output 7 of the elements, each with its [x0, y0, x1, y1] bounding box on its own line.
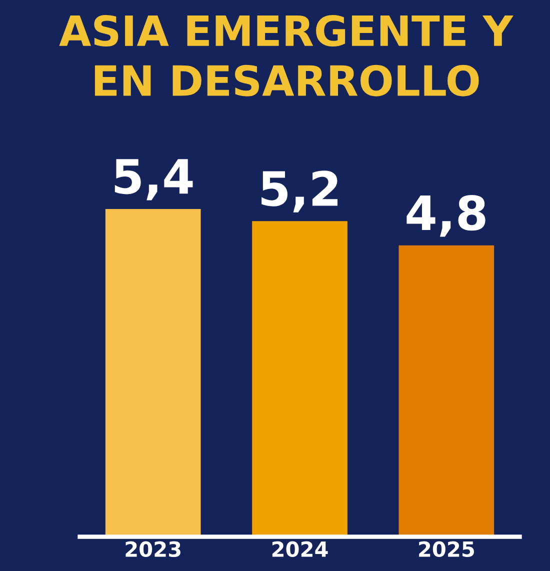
data-label: 4,8 [406, 194, 486, 237]
data-label: 5,4 [114, 159, 193, 200]
chart-title: ASIA EMERGENTE Y EN DESARROLLO [59, 15, 514, 96]
x-tick-label: 2023 [126, 541, 180, 558]
x-tick-label: 2025 [419, 541, 474, 558]
x-tick-label: 2024 [272, 541, 328, 558]
data-label: 5,2 [262, 170, 338, 212]
